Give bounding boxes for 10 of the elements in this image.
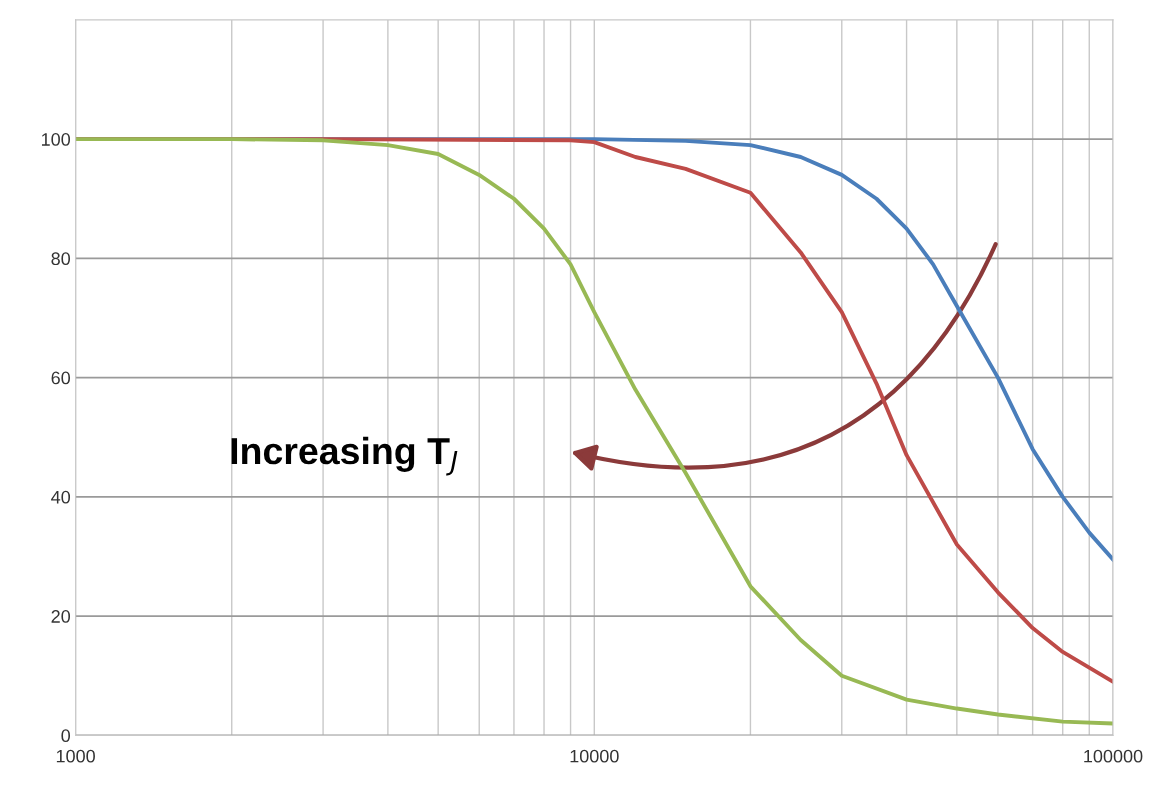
y-tick-label: 40 xyxy=(51,490,71,504)
y-tick-label: 80 xyxy=(51,252,71,266)
y-tick-label: 100 xyxy=(41,133,71,146)
annotation: Increasing T$_{J}$ xyxy=(231,436,458,476)
x-tick-label: 100000 xyxy=(1084,749,1143,763)
x-tick-label: 10000 xyxy=(570,749,619,763)
y-tick-label: 20 xyxy=(51,610,71,623)
y-tick-label: 0 xyxy=(61,729,71,743)
y-tick-label: 60 xyxy=(51,371,71,385)
x-tick-label: 1000 xyxy=(56,749,95,763)
